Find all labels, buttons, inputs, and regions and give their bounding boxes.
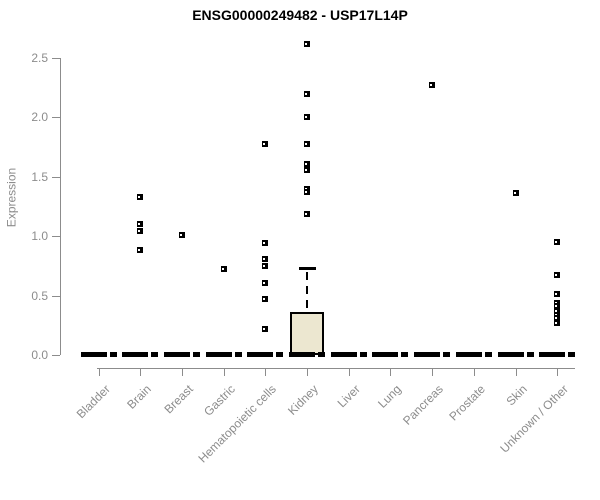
y-tick	[52, 355, 60, 356]
outlier-point	[137, 228, 144, 235]
outlier-point	[137, 247, 144, 254]
zero-median-bar	[247, 352, 284, 357]
outlier-point	[262, 262, 269, 269]
outlier-point	[554, 308, 561, 315]
outlier-point	[554, 272, 561, 279]
outlier-point	[262, 255, 269, 262]
outlier-point	[304, 166, 310, 173]
outlier-point	[554, 315, 561, 322]
outlier-point	[304, 40, 310, 47]
x-tick	[223, 368, 225, 376]
outlier-point	[512, 190, 519, 197]
outlier-point	[304, 189, 310, 196]
outlier-point	[304, 160, 310, 167]
x-tick	[473, 368, 475, 376]
y-tick-label: 0.0	[31, 348, 48, 362]
y-tick	[52, 236, 60, 238]
x-axis-line	[97, 368, 575, 369]
x-tick	[140, 368, 142, 376]
outlier-point	[304, 185, 310, 192]
zero-median-bar	[539, 352, 576, 357]
zero-median-bar	[330, 352, 367, 357]
outlier-point	[304, 140, 310, 147]
x-tick	[181, 368, 183, 376]
x-tick	[390, 368, 392, 376]
y-axis-line	[60, 58, 61, 355]
outlier-point	[262, 279, 269, 286]
outlier-point	[554, 239, 561, 246]
chart-title: ENSG00000249482 - USP17L14P	[192, 7, 408, 23]
outlier-point	[262, 296, 269, 303]
y-tick-label: 2.5	[31, 51, 48, 65]
outlier-point	[262, 140, 269, 147]
y-tick-label: 0.5	[31, 288, 48, 303]
outlier-point	[137, 193, 144, 200]
outlier-point	[554, 311, 561, 318]
zero-median-bar	[80, 352, 117, 357]
x-tick	[98, 368, 100, 376]
x-tick	[432, 368, 434, 376]
zero-median-bar	[497, 352, 534, 357]
whisker-line	[306, 272, 308, 313]
outlier-point	[137, 221, 144, 228]
zero-median-bar	[122, 352, 159, 357]
outlier-point	[554, 291, 561, 298]
y-tick-label: 1.5	[31, 169, 48, 184]
x-tick	[265, 368, 267, 376]
outlier-point	[304, 90, 310, 97]
y-tick-label: 1.0	[31, 229, 48, 244]
outlier-point	[554, 299, 561, 306]
zero-median-bar	[289, 352, 325, 357]
outlier-point	[554, 319, 561, 326]
box-iqr	[290, 312, 324, 355]
y-tick	[52, 295, 60, 297]
whisker-cap	[299, 267, 316, 271]
outlier-point	[220, 266, 227, 273]
outlier-point	[262, 325, 269, 332]
y-tick	[52, 117, 60, 119]
zero-median-bar	[205, 352, 242, 357]
outlier-point	[554, 303, 561, 310]
x-tick	[307, 368, 308, 376]
outlier-point	[304, 114, 310, 121]
y-tick	[52, 176, 60, 178]
outlier-point	[178, 232, 185, 238]
x-tick	[348, 368, 350, 376]
x-tick	[515, 368, 517, 376]
outlier-point	[262, 240, 269, 247]
outlier-point	[429, 82, 436, 89]
zero-median-bar	[163, 352, 200, 357]
y-tick	[52, 58, 60, 59]
y-tick-label: 2.0	[31, 110, 48, 125]
x-tick	[557, 368, 559, 376]
zero-median-bar	[414, 352, 451, 357]
zero-median-bar	[455, 352, 492, 357]
zero-median-bar	[372, 352, 409, 357]
outlier-point	[304, 210, 310, 217]
